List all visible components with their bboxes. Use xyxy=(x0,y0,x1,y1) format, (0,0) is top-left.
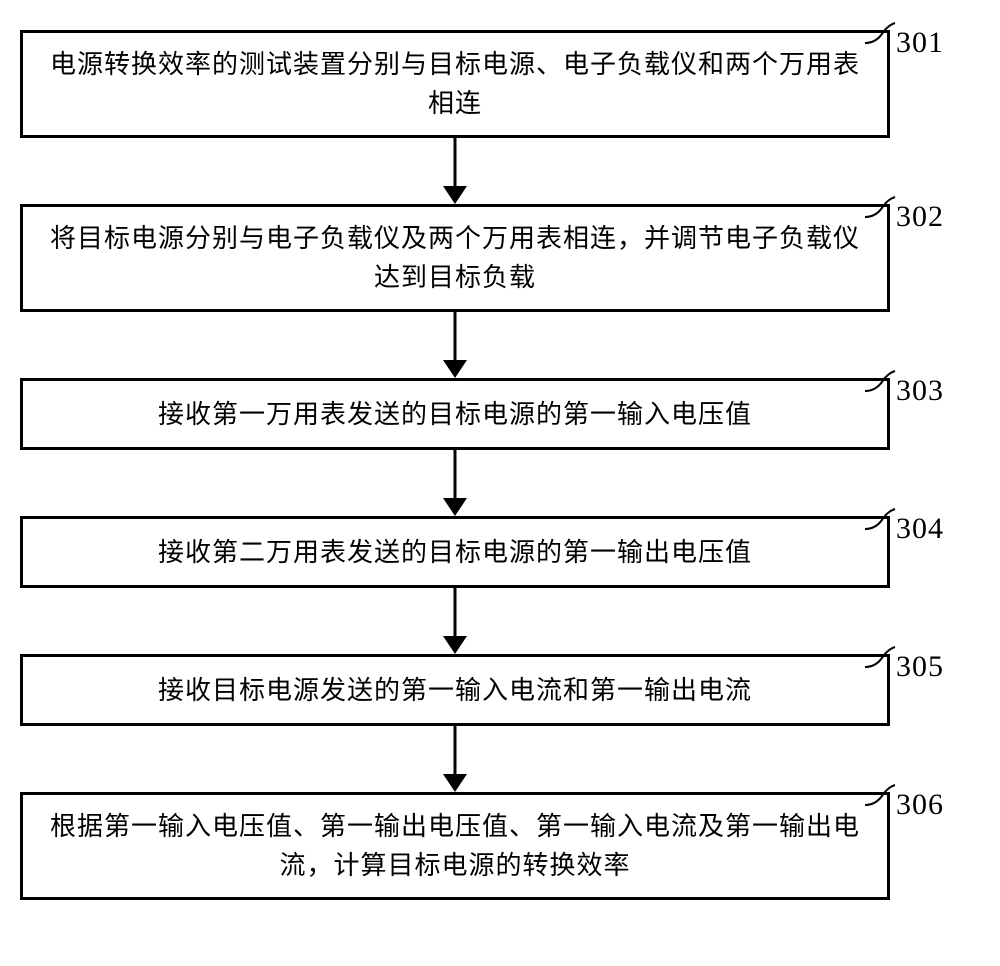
step-text: 电源转换效率的测试装置分别与目标电源、电子负载仪和两个万用表相连 xyxy=(43,45,867,123)
flow-step-305: 接收目标电源发送的第一输入电流和第一输出电流 305 xyxy=(20,654,980,726)
step-label: 303 xyxy=(896,374,944,408)
arrow-connector xyxy=(20,450,890,516)
flowchart-container: 电源转换效率的测试装置分别与目标电源、电子负载仪和两个万用表相连 301 将目标… xyxy=(20,30,980,900)
step-label: 305 xyxy=(896,650,944,684)
step-label: 304 xyxy=(896,512,944,546)
arrow-connector xyxy=(20,138,890,204)
flow-step-302: 将目标电源分别与电子负载仪及两个万用表相连，并调节电子负载仪达到目标负载 302 xyxy=(20,204,980,312)
flow-step-306: 根据第一输入电压值、第一输出电压值、第一输入电流及第一输出电流，计算目标电源的转… xyxy=(20,792,980,900)
step-label: 306 xyxy=(896,788,944,822)
flow-step-304: 接收第二万用表发送的目标电源的第一输出电压值 304 xyxy=(20,516,980,588)
arrow-connector xyxy=(20,312,890,378)
flow-step-301: 电源转换效率的测试装置分别与目标电源、电子负载仪和两个万用表相连 301 xyxy=(20,30,980,138)
step-box: 接收第一万用表发送的目标电源的第一输入电压值 xyxy=(20,378,890,450)
step-text: 接收第二万用表发送的目标电源的第一输出电压值 xyxy=(158,533,752,572)
step-text: 接收第一万用表发送的目标电源的第一输入电压值 xyxy=(158,395,752,434)
step-text: 接收目标电源发送的第一输入电流和第一输出电流 xyxy=(158,671,752,710)
arrow-connector xyxy=(20,588,890,654)
step-box: 接收第二万用表发送的目标电源的第一输出电压值 xyxy=(20,516,890,588)
step-text: 根据第一输入电压值、第一输出电压值、第一输入电流及第一输出电流，计算目标电源的转… xyxy=(43,807,867,885)
step-label: 301 xyxy=(896,26,944,60)
flow-step-303: 接收第一万用表发送的目标电源的第一输入电压值 303 xyxy=(20,378,980,450)
step-text: 将目标电源分别与电子负载仪及两个万用表相连，并调节电子负载仪达到目标负载 xyxy=(43,219,867,297)
step-label: 302 xyxy=(896,200,944,234)
step-box: 将目标电源分别与电子负载仪及两个万用表相连，并调节电子负载仪达到目标负载 xyxy=(20,204,890,312)
step-box: 接收目标电源发送的第一输入电流和第一输出电流 xyxy=(20,654,890,726)
arrow-connector xyxy=(20,726,890,792)
step-box: 根据第一输入电压值、第一输出电压值、第一输入电流及第一输出电流，计算目标电源的转… xyxy=(20,792,890,900)
step-box: 电源转换效率的测试装置分别与目标电源、电子负载仪和两个万用表相连 xyxy=(20,30,890,138)
